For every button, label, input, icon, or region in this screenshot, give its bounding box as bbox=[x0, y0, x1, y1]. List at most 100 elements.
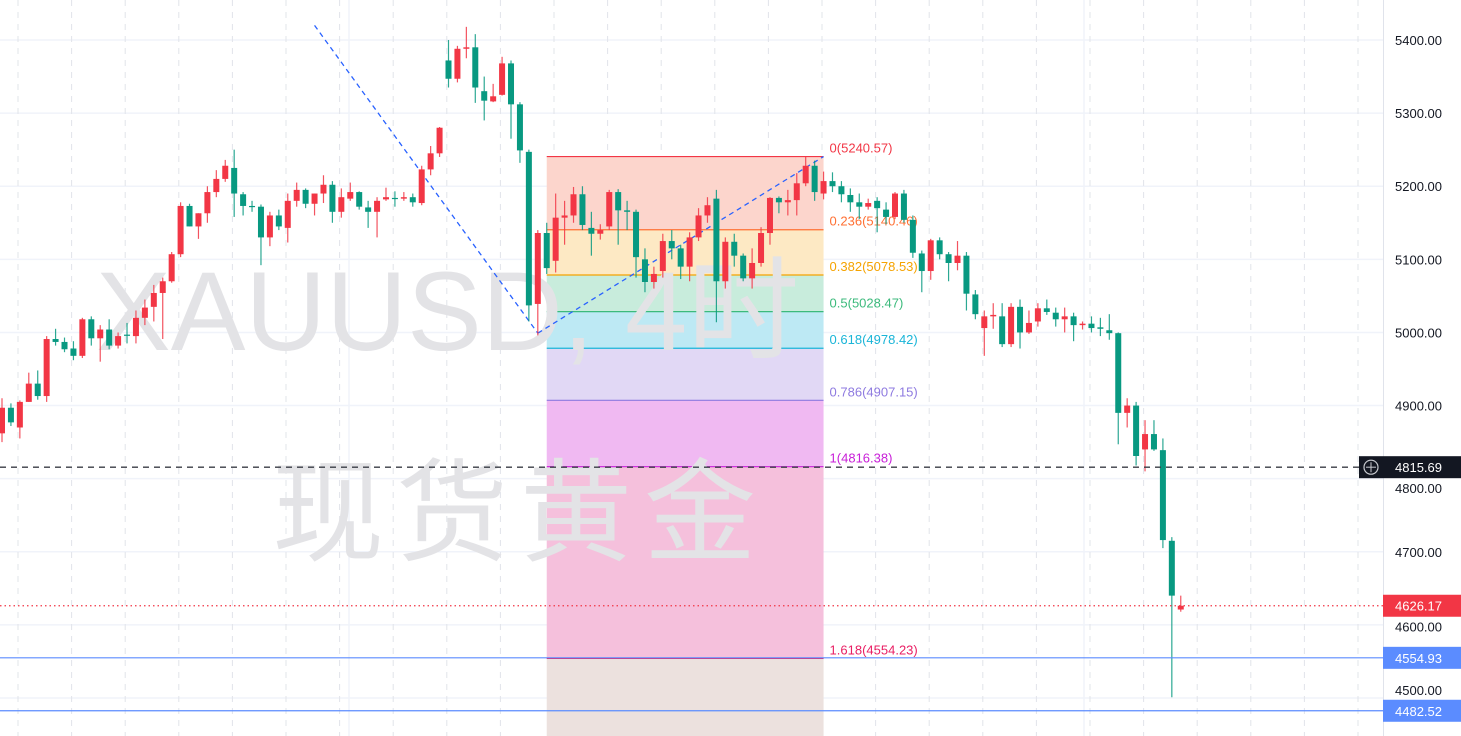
candle-body bbox=[204, 192, 211, 214]
candle bbox=[1043, 299, 1050, 315]
candle-body bbox=[338, 197, 345, 212]
candle bbox=[186, 203, 193, 227]
candle bbox=[1008, 303, 1015, 348]
candle bbox=[1106, 314, 1113, 340]
candle bbox=[525, 149, 532, 322]
candle bbox=[749, 248, 756, 289]
candle bbox=[847, 188, 854, 212]
candle-body bbox=[25, 383, 32, 402]
price-tags: 4815.69 4626.17 4554.93 4482.52 bbox=[1359, 456, 1461, 722]
candle bbox=[695, 208, 702, 242]
candle-body bbox=[293, 189, 300, 201]
candle-body bbox=[633, 211, 640, 258]
candle-body bbox=[865, 203, 872, 207]
candle-body bbox=[820, 181, 827, 194]
candle bbox=[454, 45, 461, 83]
candle bbox=[257, 204, 264, 266]
trendlines[interactable] bbox=[314, 24, 824, 334]
candle bbox=[1088, 316, 1095, 333]
price-axis-label: 5300.00 bbox=[1395, 106, 1442, 121]
candle bbox=[856, 193, 863, 220]
candle-body bbox=[1017, 306, 1024, 333]
candle-body bbox=[829, 181, 836, 187]
candle bbox=[490, 83, 497, 103]
candle bbox=[722, 237, 729, 289]
candle-body bbox=[97, 329, 104, 339]
fibonacci-retracement[interactable]: 0(5240.57) 0.236(5140.46) 0.382(5078.53) 0.… bbox=[546, 141, 918, 736]
candle-body bbox=[481, 91, 488, 101]
candle bbox=[115, 332, 122, 349]
candle bbox=[508, 60, 515, 139]
price-tag-label: 4626.17 bbox=[1395, 599, 1442, 614]
price-tag-label: 4482.52 bbox=[1395, 704, 1442, 719]
candle-body bbox=[1115, 333, 1122, 413]
candle bbox=[106, 319, 113, 350]
candle bbox=[481, 76, 488, 121]
price-axis-label: 4700.00 bbox=[1395, 545, 1442, 560]
candle-body bbox=[284, 200, 291, 228]
candle bbox=[704, 197, 711, 223]
candle-body bbox=[606, 192, 613, 227]
candle-body bbox=[52, 339, 59, 342]
price-axis[interactable]: 5400.00 5300.00 5200.00 5100.00 5000.00 4900.… bbox=[1383, 0, 1461, 736]
candle bbox=[499, 56, 506, 96]
candle-body bbox=[543, 233, 550, 269]
candle bbox=[766, 197, 773, 245]
candle bbox=[918, 250, 925, 293]
candle-body bbox=[356, 192, 363, 207]
candle bbox=[302, 188, 309, 209]
candle bbox=[177, 202, 184, 258]
candle-body bbox=[1034, 308, 1041, 322]
candle-body bbox=[1025, 322, 1032, 333]
candle bbox=[347, 182, 354, 201]
candle-body bbox=[1061, 316, 1068, 320]
candle-body bbox=[0, 407, 5, 434]
candle bbox=[382, 187, 389, 201]
candle-body bbox=[615, 192, 622, 211]
candle bbox=[865, 198, 872, 210]
candle bbox=[945, 252, 952, 282]
candle bbox=[249, 200, 256, 212]
candle bbox=[784, 189, 791, 216]
candle-body bbox=[936, 240, 943, 255]
price-lines bbox=[0, 466, 1383, 712]
candle bbox=[213, 170, 220, 198]
candle bbox=[570, 186, 577, 223]
candle bbox=[999, 303, 1006, 348]
candle-body bbox=[454, 48, 461, 79]
candle bbox=[418, 165, 425, 206]
candle bbox=[463, 26, 470, 59]
candle bbox=[909, 215, 916, 258]
fib-level-label: 0.236(5140.46) bbox=[830, 214, 918, 229]
candle-body bbox=[624, 210, 631, 212]
candle-body bbox=[88, 319, 95, 339]
candle bbox=[624, 200, 631, 231]
candle bbox=[168, 252, 175, 283]
candle bbox=[900, 189, 907, 223]
candle-body bbox=[775, 197, 782, 203]
candle-body bbox=[141, 307, 148, 318]
candle-body bbox=[561, 215, 568, 218]
crosshair-tag-background bbox=[1359, 456, 1461, 479]
trend-line bbox=[537, 156, 824, 334]
candle bbox=[391, 191, 398, 207]
candle bbox=[668, 230, 675, 260]
candle-body bbox=[365, 207, 372, 212]
candle bbox=[43, 336, 50, 402]
candle bbox=[132, 310, 139, 344]
fib-zone bbox=[546, 400, 824, 467]
candle bbox=[1017, 299, 1024, 349]
candle-body bbox=[1097, 327, 1104, 329]
candle-body bbox=[1052, 312, 1059, 320]
candle-body bbox=[516, 104, 523, 151]
fib-zone bbox=[546, 466, 824, 659]
candle-body bbox=[883, 209, 890, 217]
candle bbox=[597, 224, 604, 240]
candle bbox=[561, 200, 568, 245]
candle-body bbox=[597, 230, 604, 234]
candle-body bbox=[275, 215, 282, 227]
candle-body bbox=[945, 254, 952, 263]
candle-body bbox=[1159, 450, 1166, 541]
candle-body bbox=[374, 200, 381, 212]
